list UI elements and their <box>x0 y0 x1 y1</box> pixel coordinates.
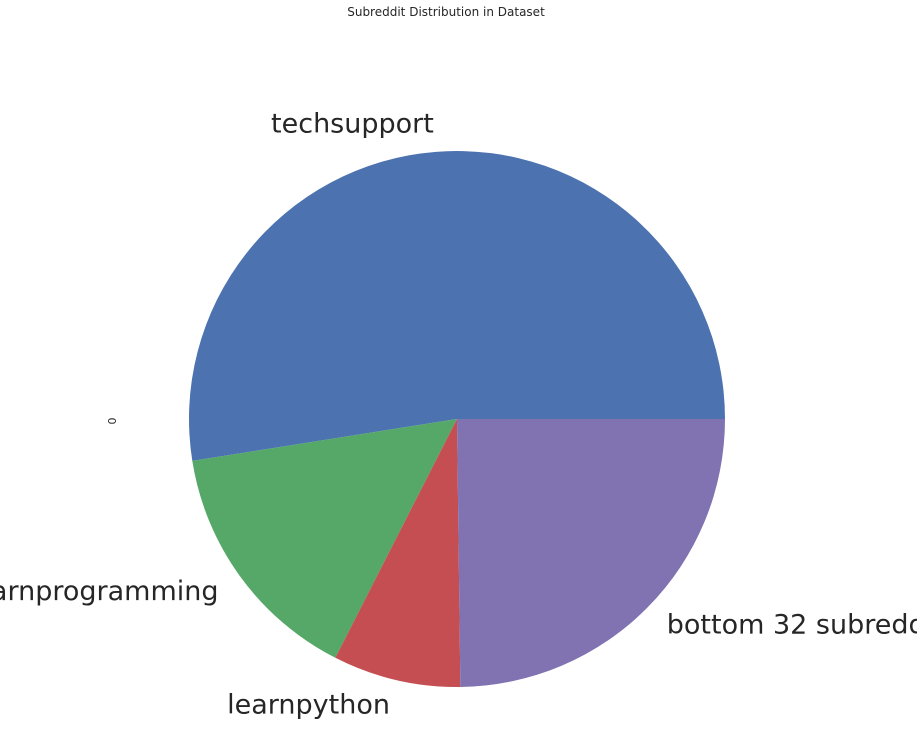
pie-slice-learnprogramming <box>192 419 457 658</box>
pie-labels: techsupport learnprogramming learnpython bo… <box>0 109 917 721</box>
pie-slice-techsupport <box>189 150 725 461</box>
chart-title: Subreddit Distribution in Dataset <box>347 5 545 19</box>
pie-label-bottom-32-subreddits: bottom 32 subreddits <box>667 610 917 641</box>
pie-label-learnpython: learnpython <box>227 690 390 721</box>
pie-label-techsupport: techsupport <box>271 109 434 140</box>
y-axis-label: 0 <box>106 418 119 425</box>
pie-slice-learnpython <box>335 419 461 687</box>
pie-label-learnprogramming: learnprogramming <box>0 576 219 607</box>
pie-slices <box>189 150 725 687</box>
pie-slice-bottom-32-subreddits <box>457 419 725 687</box>
